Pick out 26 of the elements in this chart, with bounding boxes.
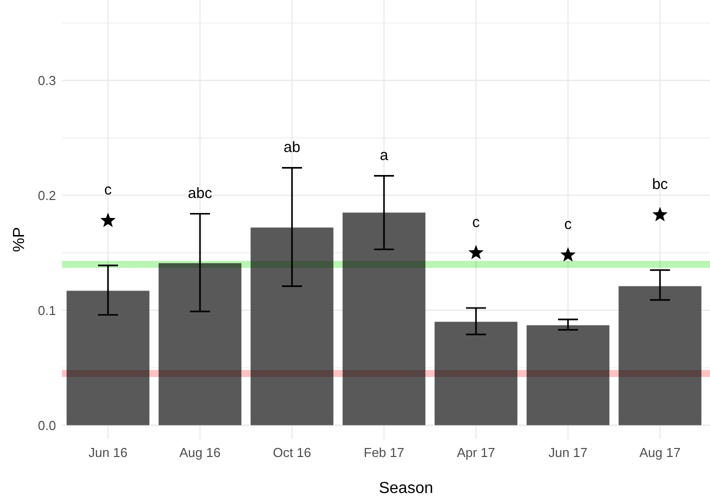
y-tick-label: 0.0 bbox=[38, 418, 56, 433]
bar bbox=[618, 286, 702, 426]
y-tick-label: 0.3 bbox=[38, 72, 56, 88]
annotation: c bbox=[472, 214, 480, 231]
bar bbox=[434, 322, 518, 426]
annotation: bc bbox=[652, 176, 668, 193]
annotation: abc bbox=[188, 184, 213, 202]
bar bbox=[526, 325, 610, 426]
x-axis-title: Season bbox=[378, 480, 434, 497]
annotation: c bbox=[564, 216, 572, 234]
x-tick-label: Feb 17 bbox=[364, 445, 404, 460]
y-tick-label: 0.1 bbox=[38, 302, 56, 318]
annotation: ab bbox=[284, 138, 300, 156]
x-tick-label: Oct 16 bbox=[272, 445, 312, 460]
bar bbox=[342, 212, 426, 426]
y-tick-label: 0.2 bbox=[38, 188, 56, 203]
annotation: a bbox=[380, 146, 389, 164]
x-tick-label: Aug 16 bbox=[179, 445, 221, 460]
bar bbox=[66, 290, 150, 426]
bar bbox=[250, 228, 334, 426]
x-tick-label: Apr 17 bbox=[456, 445, 496, 460]
annotation: c bbox=[104, 182, 112, 199]
x-tick-label: Aug 17 bbox=[639, 445, 681, 460]
y-axis-title: %P bbox=[11, 227, 28, 252]
x-tick-label: Jun 16 bbox=[88, 445, 128, 460]
x-tick-label: Jun 17 bbox=[548, 445, 588, 460]
